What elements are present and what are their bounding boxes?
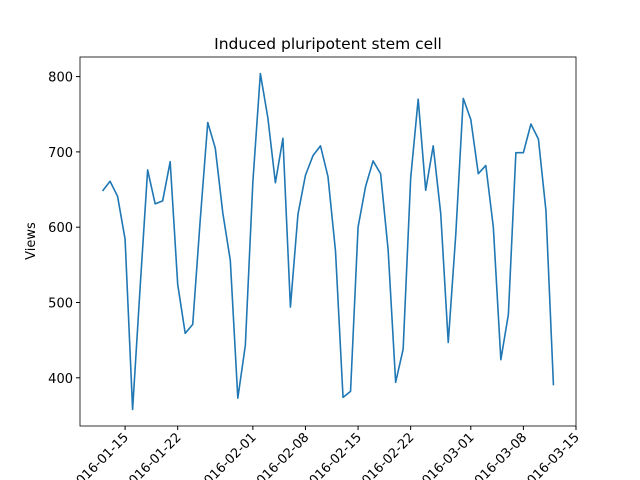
y-axis-label: Views: [24, 222, 39, 260]
chart-title: Induced pluripotent stem cell: [214, 35, 442, 53]
y-tick-label: 700: [48, 146, 73, 161]
y-tick-label: 500: [48, 296, 73, 311]
line-series: [101, 72, 555, 411]
y-tick-label: 400: [48, 372, 73, 387]
plot-frame: [79, 56, 577, 427]
y-tick-label: 800: [48, 71, 73, 86]
y-tick-label: 600: [48, 221, 73, 236]
